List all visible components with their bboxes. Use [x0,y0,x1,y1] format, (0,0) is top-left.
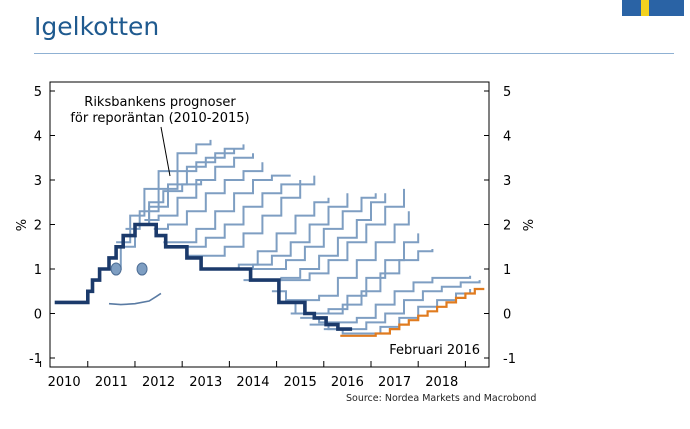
title-divider [34,53,674,54]
forecast-line [163,174,291,244]
x-tick-label: 2018 [425,375,458,390]
x-tick-label: 2014 [236,375,269,390]
latest-forecast-line [340,287,485,337]
forecast-line [257,188,405,282]
forecast-line [229,193,377,270]
y-tick-label-right: 4 [503,130,511,145]
y-tick-label-left: 4 [34,130,42,145]
forecast-line [153,162,264,230]
series-layer [54,139,485,337]
slide-title: Igelkotten [34,12,160,41]
x-tick-label: 2015 [284,375,317,390]
y-tick-label-right: 0 [503,308,511,323]
y-tick-label-right: 5 [503,85,511,100]
x-tick-label: 2010 [48,375,81,390]
x-tick-label: 2017 [378,375,411,390]
y-tick-label-left: 1 [34,263,42,278]
latest-forecast-label: Februari 2016 [389,343,480,358]
forecast-line [323,289,472,335]
x-tick-label: 2011 [95,375,128,390]
y-axis-right: -1 0 1 2 3 4 5 [484,85,516,367]
hedgehog-face [108,262,162,306]
x-axis: 2010 2011 2012 2013 2014 2015 2016 2017 2018 [40,361,466,390]
x-tick-label: 2013 [189,375,222,390]
source-note: Source: Nordea Markets and Macrobond [346,393,537,404]
swedish-flag-logo [622,0,684,16]
annotation-pointer [160,126,171,177]
forecast-line [186,175,316,257]
x-tick-label: 2016 [331,375,364,390]
y-tick-label-right: 2 [503,219,511,234]
y-tick-label-right: 3 [503,174,511,189]
left-eye [110,262,122,276]
mouth [108,292,162,306]
forecast-line [290,249,434,315]
forecast-line [135,144,245,226]
actual-repo-rate-line [54,222,353,331]
forecasts-annotation-line2: för reporäntan (2010-2015) [70,111,249,126]
forecast-line [172,180,302,248]
forecast-line [243,193,387,282]
y-tick-label-left: 2 [34,219,42,234]
y-tick-label-left: 0 [34,308,42,323]
y-axis-label-left: % [15,219,30,231]
forecast-line [144,153,254,221]
y-axis-label-right: % [522,219,537,231]
x-tick-label: 2012 [142,375,175,390]
right-eye [136,262,148,276]
y-tick-label-left: 3 [34,174,42,189]
flag-cross-stripe [641,0,649,16]
forecast-line [125,148,236,230]
forecast-line [116,139,212,244]
forecast-line [271,211,410,302]
y-axis-left: -1 0 1 2 3 4 5 [29,85,55,367]
forecast-line [300,275,472,324]
y-tick-label-right: 1 [503,263,511,278]
y-tick-label-left: -1 [29,352,42,367]
y-tick-label-right: -1 [503,352,516,367]
forecasts-annotation-line1: Riksbankens prognoser [84,95,236,110]
y-tick-label-left: 5 [34,85,42,100]
